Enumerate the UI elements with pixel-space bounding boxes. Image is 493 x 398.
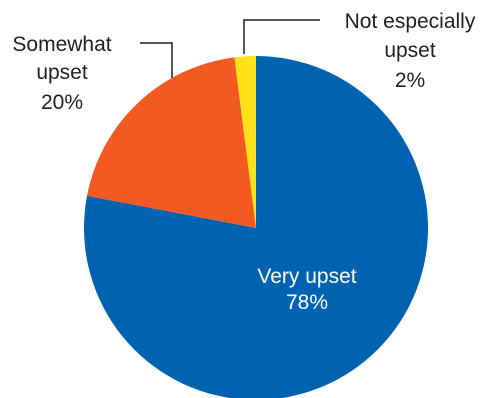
slice-label-very-upset: Very upset <box>257 265 356 288</box>
slice-label-somewhat-upset-line1: Somewhat <box>12 33 111 56</box>
slice-value-somewhat-upset: 20% <box>41 91 83 114</box>
slice-label-not-especially-upset-line2: upset <box>384 39 436 62</box>
pie-slice-very <box>83 56 428 398</box>
slice-value-not-especially-upset: 2% <box>395 69 425 92</box>
pie-slice-somewhat <box>87 57 256 229</box>
slice-label-not-especially-upset-line1: Not especially <box>345 10 476 33</box>
leader-line-not-especially-upset <box>243 19 320 54</box>
slice-value-very-upset: 78% <box>286 291 328 314</box>
pie-slice-notespecially <box>234 56 256 228</box>
pie-slices <box>83 56 428 398</box>
slice-label-somewhat-upset-line2: upset <box>36 61 88 84</box>
leader-line-somewhat-upset <box>140 42 173 78</box>
